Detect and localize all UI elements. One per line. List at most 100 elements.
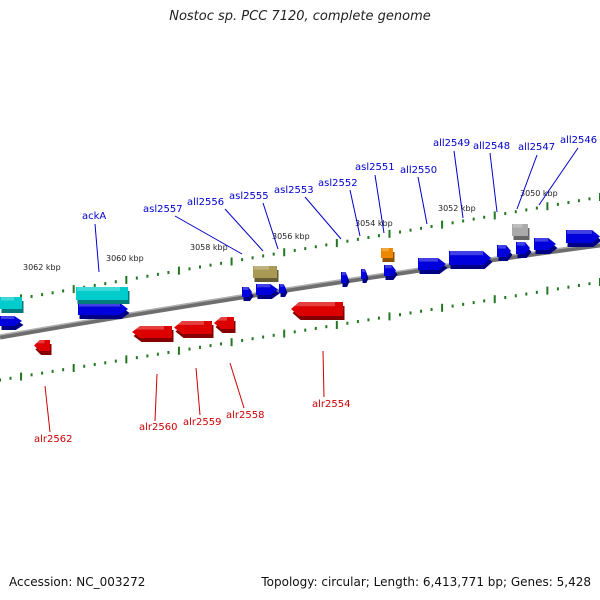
gene-feature: [418, 258, 448, 274]
scale-tick: [377, 316, 380, 320]
accession-label: Accession: NC_003272: [9, 575, 146, 589]
scale-label: 3062 kbp: [23, 263, 61, 272]
scale-tick: [304, 328, 307, 332]
gene-label[interactable]: all2547: [518, 142, 555, 153]
scale-tick: [525, 292, 528, 296]
scale-tick: [409, 228, 412, 232]
scale-tick: [146, 354, 149, 358]
scale-tick: [104, 361, 107, 365]
gene-label[interactable]: asl2551: [355, 162, 395, 173]
gene-label[interactable]: asl2552: [318, 178, 358, 189]
label-leader: [229, 362, 245, 409]
scale-tick: [41, 293, 44, 297]
scale-tick: [514, 210, 517, 214]
scale-tick: [283, 329, 286, 338]
gene-label[interactable]: all2556: [187, 197, 224, 208]
gene-label[interactable]: alr2559: [183, 417, 221, 428]
scale-tick: [325, 325, 328, 329]
scale-tick: [251, 337, 254, 341]
scale-tick: [72, 285, 75, 294]
scale-tick: [114, 359, 117, 363]
scale-tick: [535, 206, 538, 210]
scale-tick: [356, 320, 359, 324]
gene-feature: [256, 284, 280, 299]
scale-tick: [514, 294, 517, 298]
rna-feature: [0, 297, 24, 313]
scale-tick: [199, 345, 201, 349]
gene-label[interactable]: alr2562: [34, 434, 72, 445]
scale-label: 3060 kbp: [106, 254, 144, 263]
scale-tick: [199, 265, 201, 269]
label-leaders: [44, 147, 579, 433]
scale-tick: [104, 282, 107, 286]
scale-tick: [462, 302, 465, 306]
scale-tick: [230, 338, 233, 347]
scale-tick: [293, 248, 296, 252]
gene-label[interactable]: ackA: [82, 211, 106, 222]
scale-label: 3050 kbp: [520, 189, 558, 198]
scale-tick: [146, 274, 149, 278]
scale-tick: [493, 211, 496, 220]
scale-tick: [420, 226, 423, 230]
scale-tick: [335, 239, 338, 248]
scale-tick: [430, 224, 433, 228]
gene-label[interactable]: asl2555: [229, 191, 269, 202]
scale-tick: [125, 355, 128, 364]
scale-tick: [125, 275, 128, 284]
gene-label[interactable]: alr2560: [139, 422, 177, 433]
gene-feature: [516, 242, 532, 258]
scale-tick: [451, 304, 454, 308]
label-leader: [154, 373, 158, 422]
scale-tick: [377, 234, 380, 238]
scale-tick: [346, 239, 349, 243]
gene-label[interactable]: asl2553: [274, 185, 314, 196]
scale-tick: [346, 321, 349, 325]
scale-tick: [577, 283, 580, 287]
scale-tick: [93, 363, 96, 367]
genome-backbone: [0, 242, 600, 340]
scale-tick: [241, 258, 244, 262]
scale-tick: [430, 308, 433, 312]
scale-tick: [167, 271, 170, 275]
scale-tick: [62, 368, 65, 372]
scale-tick: [135, 356, 138, 360]
scale-tick: [567, 201, 570, 205]
scale-tick: [314, 326, 317, 330]
gene-feature: [242, 287, 254, 301]
scale-tick: [209, 263, 212, 267]
map-title: Nostoc sp. PCC 7120, complete genome: [169, 9, 431, 24]
gene-label[interactable]: all2546: [560, 135, 597, 146]
scale-tick: [0, 378, 1, 382]
scale-tick: [356, 237, 359, 241]
scale-tick: [230, 257, 233, 266]
scale-tick: [304, 247, 307, 251]
scale-tick: [556, 202, 559, 206]
scale-tick: [367, 236, 370, 240]
scale-label: 3056 kbp: [272, 232, 310, 241]
gene-label[interactable]: all2548: [473, 141, 510, 152]
label-leader: [417, 176, 428, 225]
misc-feature: [381, 248, 395, 262]
scale-tick: [51, 291, 54, 295]
label-leader: [224, 208, 264, 252]
scale-tick: [525, 208, 528, 212]
gene-label[interactable]: asl2557: [143, 204, 183, 215]
scale-tick: [588, 197, 591, 201]
gene-feature: [497, 245, 513, 261]
gene-label[interactable]: alr2558: [226, 410, 264, 421]
rna-feature: [76, 287, 130, 304]
scale-tick: [388, 312, 391, 321]
scale-tick: [62, 289, 65, 293]
scale-tick: [546, 286, 549, 295]
scale-tick: [220, 261, 223, 265]
scale-tick: [399, 313, 401, 317]
gene-feature: [449, 251, 493, 269]
gene-feature: [279, 284, 288, 297]
gene-label[interactable]: all2550: [400, 165, 437, 176]
scale-tick: [272, 252, 275, 256]
gene-label[interactable]: all2549: [433, 138, 470, 149]
gene-label[interactable]: alr2554: [312, 399, 350, 410]
scale-tick: [188, 347, 191, 351]
gene-feature: [291, 302, 345, 320]
label-leader: [516, 154, 538, 210]
